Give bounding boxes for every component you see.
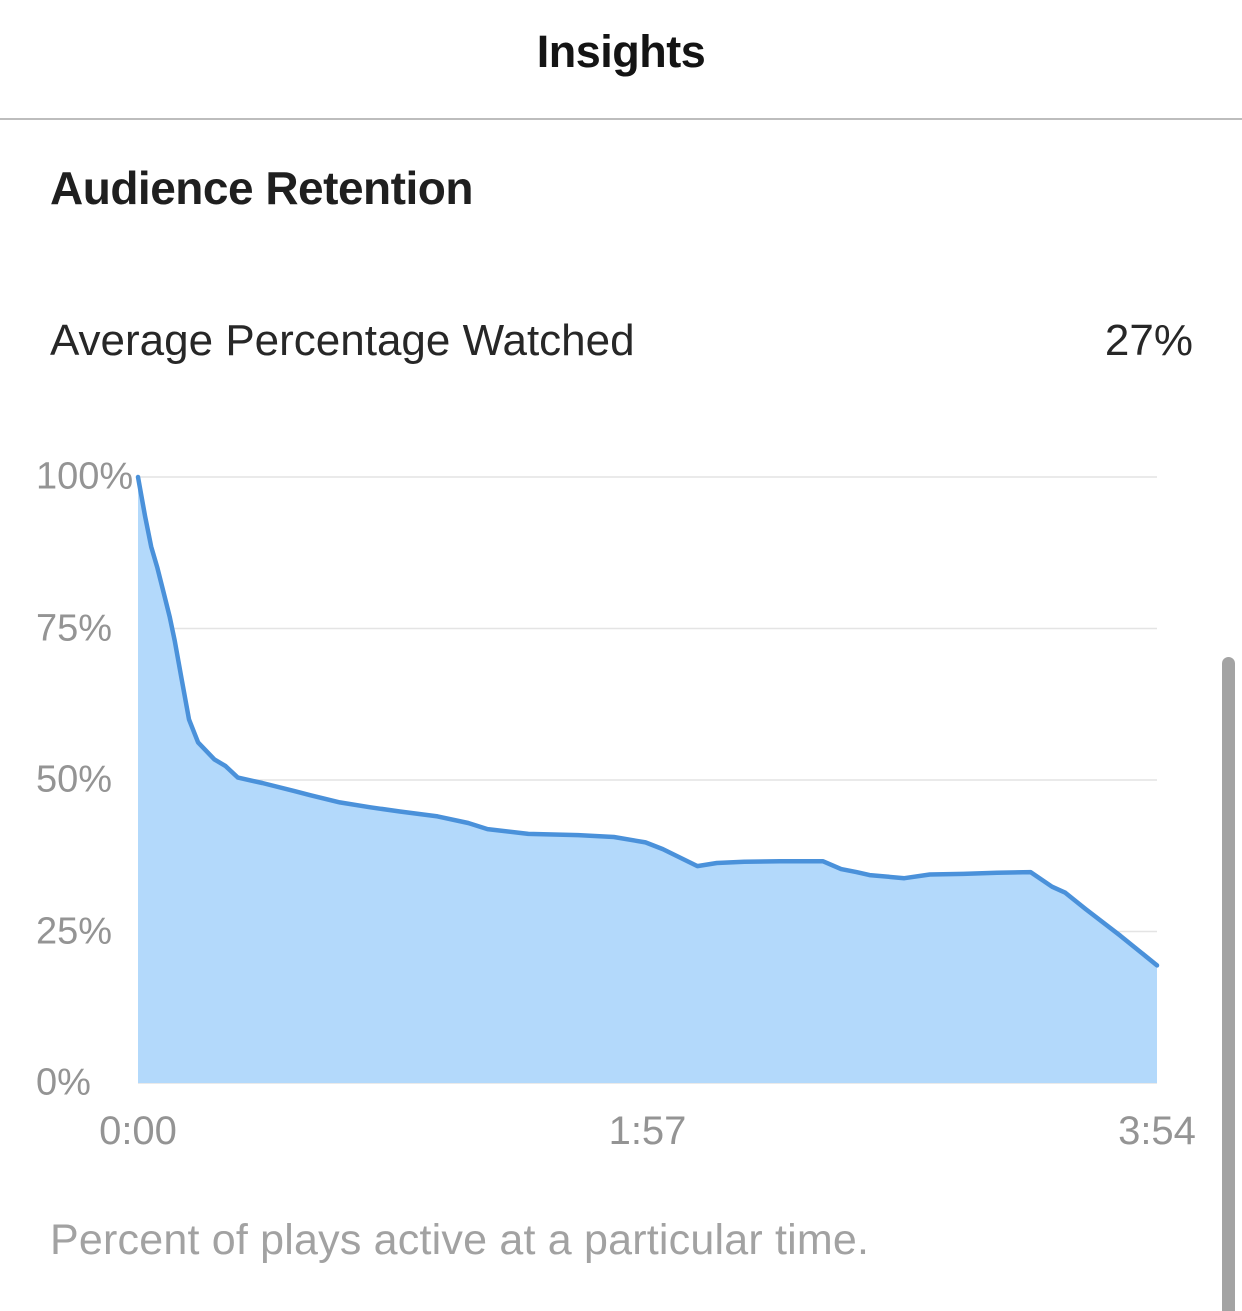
section-title: Audience Retention [50, 162, 473, 214]
y-tick-label: 0% [36, 1061, 91, 1104]
x-tick-label: 1:57 [608, 1109, 687, 1153]
navbar: Insights [0, 0, 1242, 118]
stat-value: 27% [1104, 316, 1193, 365]
header-divider [0, 118, 1242, 120]
y-tick-label: 50% [36, 758, 113, 801]
y-tick-label: 100% [36, 455, 134, 498]
y-tick-label: 25% [36, 910, 113, 952]
stat-label: Average Percentage Watched [50, 316, 635, 365]
x-tick-label: 0:00 [99, 1109, 177, 1153]
retention-line [135, 474, 1160, 968]
audience-retention-chart: 0% 25% 50% 75% 100% [0, 456, 1242, 1104]
x-tick-label: 3:54 [1118, 1109, 1196, 1153]
scrollbar-thumb[interactable] [1222, 657, 1235, 1311]
retention-chart-svg [135, 474, 1160, 1084]
average-percentage-row: Average Percentage Watched 27% [50, 316, 1193, 366]
page-title: Insights [536, 26, 706, 77]
chart-caption: Percent of plays active at a particular … [50, 1216, 870, 1264]
x-axis-labels: 0:00 1:57 3:54 [0, 1109, 1242, 1161]
retention-area [138, 477, 1157, 1083]
y-tick-label: 75% [36, 607, 113, 649]
